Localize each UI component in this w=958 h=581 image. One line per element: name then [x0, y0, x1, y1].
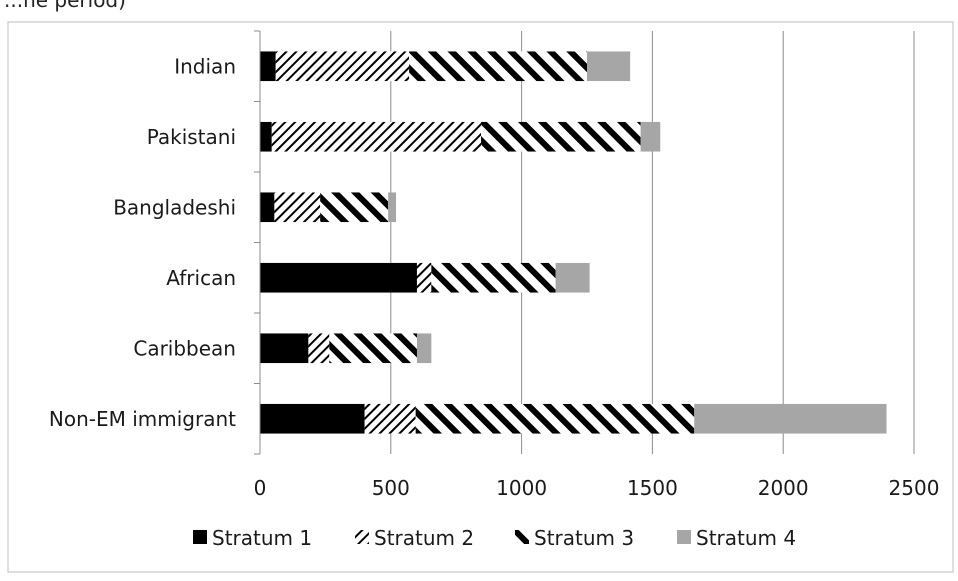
legend-label-3: Stratum 3 — [534, 526, 634, 550]
bar-2 — [308, 333, 330, 364]
legend-label-1: Stratum 1 — [212, 526, 312, 550]
bar-1 — [260, 192, 275, 223]
bar-2 — [416, 262, 432, 293]
legend-swatch-3 — [515, 530, 529, 544]
legend: Stratum 1 Stratum 2 Stratum 3 Stratum 4 — [193, 526, 796, 550]
bar-1 — [260, 262, 417, 293]
category-label: Pakistani — [147, 125, 236, 149]
x-tick-label: 0 — [254, 476, 267, 500]
category-label: Non-EM immigrant — [49, 407, 236, 431]
category-label: Caribbean — [133, 336, 236, 360]
bar-4 — [694, 403, 887, 434]
bar-3 — [329, 333, 417, 364]
bar-3 — [409, 51, 587, 82]
bar-4 — [555, 262, 590, 293]
bar-1 — [260, 51, 276, 82]
x-tick-label: 1000 — [496, 476, 547, 500]
x-tick-label: 2500 — [889, 476, 940, 500]
bar-1 — [260, 403, 365, 434]
bars — [260, 51, 887, 434]
bar-3 — [481, 121, 641, 152]
bar-2 — [275, 51, 410, 82]
bar-4 — [416, 333, 432, 364]
category-label: African — [166, 266, 236, 290]
x-tick-label: 500 — [372, 476, 410, 500]
grid-lines — [390, 31, 915, 454]
legend-swatch-4 — [677, 530, 691, 544]
bar-3 — [431, 262, 556, 293]
x-tick-label: 2000 — [758, 476, 809, 500]
header-fragment: ...ne period) — [4, 0, 126, 12]
x-tick-label: 1500 — [627, 476, 678, 500]
bar-1 — [260, 121, 272, 152]
category-label: Bangladeshi — [113, 195, 236, 219]
legend-label-4: Stratum 4 — [696, 526, 796, 550]
legend-label-2: Stratum 2 — [374, 526, 474, 550]
bar-3 — [415, 403, 695, 434]
legend-swatch-1 — [193, 530, 207, 544]
bar-2 — [274, 192, 321, 223]
chart-border — [7, 21, 954, 573]
bar-4 — [587, 51, 631, 82]
bar-2 — [364, 403, 416, 434]
bar-3 — [320, 192, 389, 223]
bar-2 — [271, 121, 482, 152]
category-label: Indian — [174, 54, 236, 78]
bar-4 — [640, 121, 661, 152]
axes: 0 500 1000 1500 2000 2500 Indian Pakistani Bangl… — [49, 30, 940, 500]
bar-4 — [388, 192, 397, 223]
legend-swatch-2 — [355, 530, 369, 544]
bar-1 — [260, 333, 309, 364]
